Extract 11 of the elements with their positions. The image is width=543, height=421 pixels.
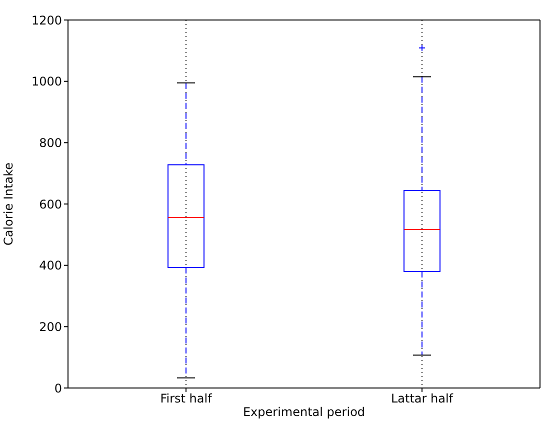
x-axis-title: Experimental period bbox=[242, 405, 366, 419]
y-tick-label: 800 bbox=[39, 136, 62, 150]
y-tick-label: 1000 bbox=[31, 74, 62, 89]
y-tick-label: 600 bbox=[39, 197, 62, 212]
y-tick-label: 1200 bbox=[31, 13, 62, 28]
y-axis-title: Calorie Intake bbox=[1, 162, 16, 246]
y-tick-label: 400 bbox=[39, 258, 62, 273]
x-tick-label: Lattar half bbox=[390, 392, 454, 406]
y-tick-label: 200 bbox=[39, 320, 62, 334]
x-tick-label: First half bbox=[160, 392, 213, 406]
y-tick-label: 0 bbox=[54, 381, 62, 396]
